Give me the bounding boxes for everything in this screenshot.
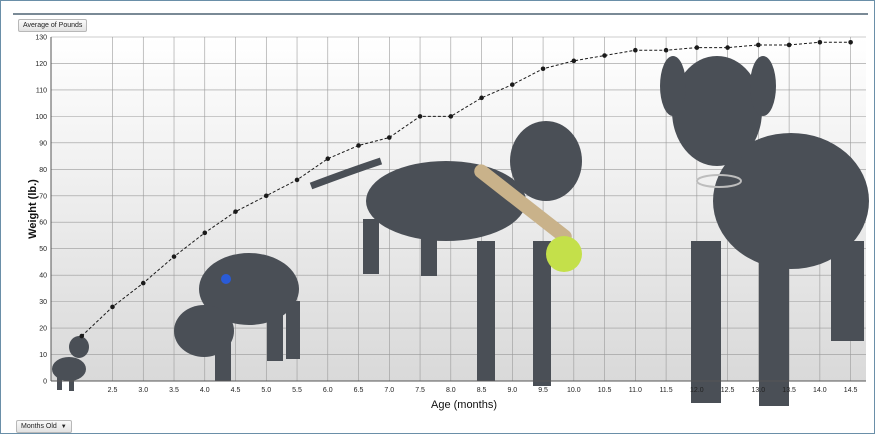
y-tick-label: 20 [39,326,47,333]
x-tick-label: 7.0 [384,387,394,394]
data-point [387,135,392,140]
data-point [602,53,607,58]
x-tick-label: 4.5 [231,387,241,394]
y-tick-label: 60 [39,220,47,227]
adult-dog-photo [660,56,869,406]
y-tick-label: 130 [35,35,47,42]
x-tick-label: 4.0 [200,387,210,394]
x-tick-label: 5.5 [292,387,302,394]
data-point [325,156,331,162]
y-tick-label: 70 [39,193,47,200]
x-tick-label: 12.5 [721,387,735,394]
data-point [202,230,208,236]
data-point [510,82,515,87]
data-point [540,66,546,72]
weight-series-line [81,41,851,337]
data-point [140,280,146,286]
x-tick-label: 10.0 [567,387,581,394]
x-tick-label: 2.5 [108,387,118,394]
x-tick-label: 13.5 [782,387,796,394]
y-tick-label: 100 [35,114,47,121]
y-tick-label: 30 [39,299,47,306]
data-point [817,39,823,45]
x-tick-label: 3.0 [138,387,148,394]
x-tick-label: 9.0 [507,387,517,394]
data-point [479,95,484,101]
x-tick-label: 8.5 [477,387,487,394]
data-point [294,177,300,183]
data-point [694,45,700,50]
young-puppy-photo [174,253,300,381]
x-tick-label: 6.0 [323,387,333,394]
y-tick-label: 40 [39,273,47,280]
x-tick-label: 10.5 [598,387,612,394]
field-button-months-old[interactable]: Months Old ▼ [16,420,72,433]
x-axis-label: Age (months) [431,399,497,411]
data-point [633,47,638,53]
data-point [171,254,177,259]
x-tick-label: 11.0 [629,387,642,394]
field-button-average-of-pounds[interactable]: Average of Pounds [18,19,88,32]
adolescent-dog-photo [309,121,582,386]
x-tick-label: 6.5 [354,387,364,394]
y-tick-label: 90 [39,140,47,147]
x-tick-label: 8.0 [446,387,456,394]
data-point [725,45,730,50]
x-tick-label: 14.5 [844,387,858,394]
field-button-label: Average of Pounds [23,22,83,29]
x-tick-label: 7.5 [415,387,425,394]
y-tick-label: 50 [39,246,47,253]
data-point [233,209,238,214]
chart-top-border [13,13,868,15]
data-point [663,47,669,53]
y-tick-label: 10 [39,352,47,359]
data-point [356,143,361,148]
data-point [756,42,761,48]
filter-button-label: Months Old [21,423,57,430]
data-point [786,42,792,48]
x-tick-label: 14.0 [813,387,827,394]
chevron-down-icon[interactable]: ▼ [60,424,67,430]
y-tick-label: 0 [43,379,47,386]
y-axis-label: Weight (lb.) [27,179,39,239]
x-tick-label: 3.5 [169,387,179,394]
y-tick-label: 80 [39,167,47,174]
data-point [848,39,853,45]
data-point [417,114,423,119]
data-point [571,58,577,64]
x-tick-label: 9.5 [538,387,548,394]
data-point [448,114,454,119]
x-tick-label: 5.0 [261,387,271,394]
y-tick-label: 120 [35,61,47,68]
y-tick-label: 110 [36,87,47,94]
x-tick-label: 11.5 [660,387,673,394]
data-point [263,193,269,199]
data-point [110,304,115,310]
data-point [79,333,85,339]
x-tick-label: 12.0 [690,387,704,394]
x-tick-label: 13.0 [752,387,766,394]
